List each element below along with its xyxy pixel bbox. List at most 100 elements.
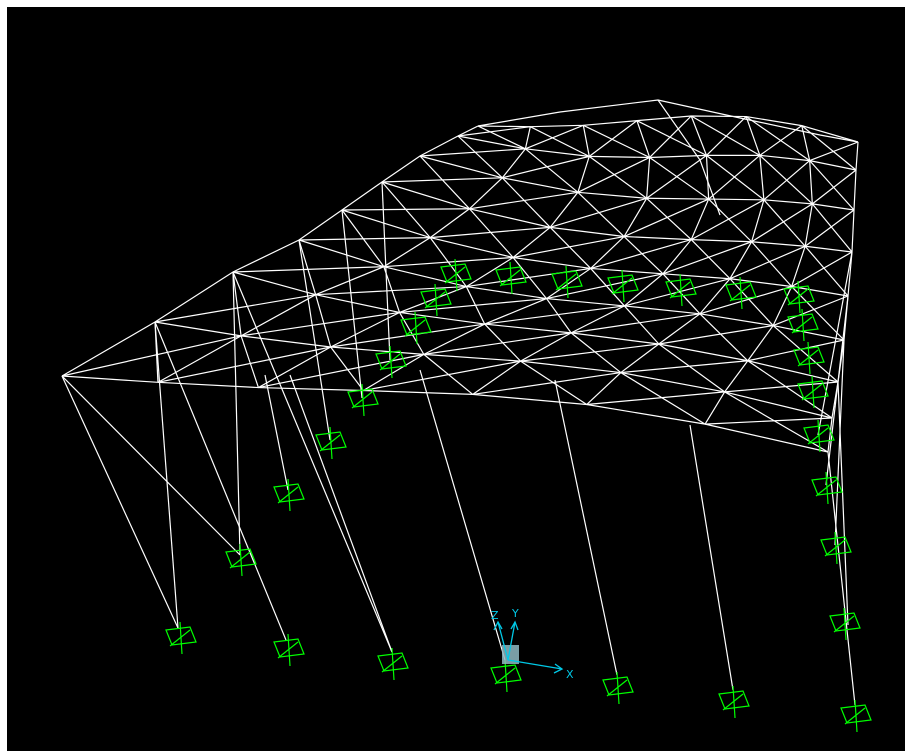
fixed-support-icon (165, 626, 197, 646)
roof-brace (729, 278, 774, 326)
roof-brace (477, 125, 526, 150)
roof-brace (772, 295, 849, 327)
coordinate-axes-icon: X Z Y (491, 607, 574, 681)
origin-marker (502, 645, 519, 664)
fixed-support-icon (490, 664, 522, 684)
roof-brace (809, 160, 855, 211)
roof-brace (61, 335, 242, 377)
support-diag (379, 353, 401, 371)
support-diag (169, 629, 191, 647)
column (232, 271, 241, 556)
support-stem (797, 280, 801, 314)
roof-brace (525, 124, 584, 150)
support-diag (824, 539, 846, 557)
support-stem (509, 261, 513, 295)
roof-brace (399, 297, 547, 314)
roof-brace (699, 285, 792, 315)
z-axis-line (497, 621, 509, 661)
support-stem (843, 607, 847, 641)
roof-brace (583, 124, 650, 159)
support-diag (669, 281, 691, 299)
column (381, 181, 391, 361)
roof-brace (620, 372, 706, 425)
roof-brace (811, 169, 857, 205)
roof-brace (690, 239, 731, 280)
roof-brace (423, 353, 474, 395)
support-stem (239, 543, 243, 577)
fixed-support-icon (347, 388, 379, 408)
roof-brace (745, 116, 811, 162)
roof-brace (588, 120, 638, 157)
roof-brace (804, 245, 849, 297)
roof-purlin (419, 155, 855, 211)
support-diag (444, 266, 466, 284)
support-diag (499, 269, 521, 287)
support-stem (287, 478, 291, 512)
roof-brace (341, 209, 385, 268)
roof-purlin (61, 375, 829, 453)
support-stem (679, 273, 683, 307)
support-stem (807, 341, 811, 375)
fixed-support-icon (377, 652, 409, 672)
model-3d-viewport[interactable]: X Z Y (7, 7, 905, 751)
roof-brace (520, 343, 659, 362)
support-diag (722, 693, 744, 711)
support-diag (351, 391, 373, 409)
support-stem (179, 621, 183, 655)
y-axis-arrow (510, 620, 519, 631)
support-stem (287, 633, 291, 667)
fixed-support-icon (273, 638, 305, 658)
roof-brace (706, 154, 765, 201)
y-axis-label: Y (511, 607, 519, 620)
column (61, 375, 241, 556)
column (825, 295, 849, 486)
roof-brace (791, 251, 853, 288)
roof-brace (469, 208, 514, 258)
roof-brace (512, 235, 625, 259)
support-diag (797, 349, 819, 367)
support-diag (833, 615, 855, 633)
support-stem (621, 269, 625, 303)
roof-brace (763, 199, 806, 247)
support-diag (729, 284, 751, 302)
support-diag (404, 319, 426, 337)
roof-brace (240, 311, 400, 337)
support-diag (229, 551, 251, 569)
roof-brace (546, 298, 572, 334)
roof-brace (577, 191, 625, 237)
roof-rafter (61, 125, 479, 377)
support-diag (319, 434, 341, 452)
roof-brace (649, 156, 709, 200)
roof-brace (465, 286, 486, 325)
roof-brace (747, 339, 845, 362)
fixed-support-icon (718, 690, 750, 710)
fixed-support-icon (273, 483, 305, 503)
support-stem (732, 685, 736, 719)
fixed-support-icon (551, 270, 583, 290)
support-diag (807, 427, 829, 445)
column (554, 379, 618, 676)
roof-brace (502, 155, 590, 179)
y-axis-line (507, 621, 516, 661)
roof-brace (590, 268, 625, 307)
roof-brace (751, 203, 813, 243)
support-stem (454, 258, 458, 292)
support-diag (555, 273, 577, 291)
roof-brace (472, 371, 621, 396)
x-axis-arrow (553, 663, 564, 674)
roof-brace (646, 197, 692, 241)
roof-brace (690, 199, 765, 241)
roof-purlin (457, 135, 857, 171)
column (834, 339, 845, 546)
roof-brace (658, 324, 774, 345)
roof-brace (662, 241, 752, 275)
support-stem (389, 345, 393, 379)
support-stem (414, 311, 418, 345)
roof-brace (157, 346, 331, 383)
support-diag (611, 277, 633, 295)
roof-brace (590, 239, 692, 270)
roof-brace (525, 148, 579, 193)
fixed-support-icon (783, 285, 815, 305)
z-axis-label: Z (491, 609, 499, 622)
column (154, 321, 179, 629)
